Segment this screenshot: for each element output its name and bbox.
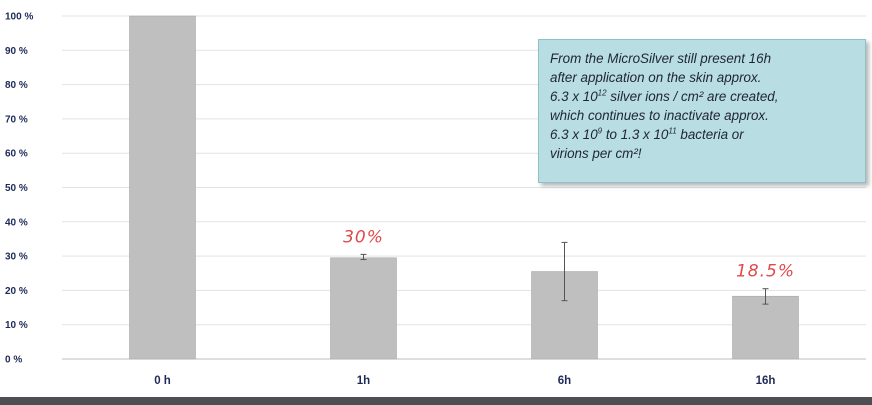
- footer-bar: [0, 397, 872, 405]
- x-tick-label: 0 h: [154, 375, 171, 387]
- y-tick-label: 0 %: [5, 355, 22, 366]
- x-axis-labels: 0 h 1h 6h 16h: [154, 375, 775, 387]
- bar-16h: [732, 295, 799, 360]
- x-tick-label: 1h: [357, 375, 370, 387]
- y-tick-label: 30 %: [5, 252, 28, 263]
- bar-0h: [129, 15, 196, 360]
- y-tick-label: 60 %: [5, 149, 28, 160]
- y-tick-label: 80 %: [5, 80, 28, 91]
- value-annotation: 30%: [343, 227, 384, 247]
- y-tick-label: 10 %: [5, 320, 28, 331]
- y-tick-label: 90 %: [5, 46, 28, 57]
- x-tick-label: 16h: [756, 375, 776, 387]
- annotations: 30% 18.5%: [343, 227, 795, 282]
- callout-line: 6.3 x 1012 silver ions / cm² are created…: [550, 88, 779, 104]
- callout-line: after application on the skin approx.: [550, 70, 762, 85]
- callout-line: From the MicroSilver still present 16h: [550, 51, 772, 66]
- x-tick-label: 6h: [558, 375, 571, 387]
- callout-line: 6.3 x 109 to 1.3 x 1011 bacteria or: [550, 126, 744, 142]
- y-tick-label: 50 %: [5, 183, 28, 194]
- y-axis-ticks: 0 % 10 % 20 % 30 % 40 % 50 % 60 % 70 % 80 % 90 % 1…: [5, 12, 33, 366]
- callout-box: From the MicroSilver still present 16h a…: [538, 39, 866, 183]
- y-tick-label: 20 %: [5, 286, 28, 297]
- callout-line: which continues to inactivate approx.: [550, 108, 769, 123]
- value-annotation: 18.5%: [736, 262, 795, 282]
- y-tick-label: 40 %: [5, 217, 28, 228]
- error-bars: [360, 241, 769, 305]
- y-tick-label: 70 %: [5, 114, 28, 125]
- y-tick-label: 100 %: [5, 12, 33, 23]
- callout-line: virions per cm²!: [550, 146, 642, 161]
- bar-1h: [330, 257, 397, 360]
